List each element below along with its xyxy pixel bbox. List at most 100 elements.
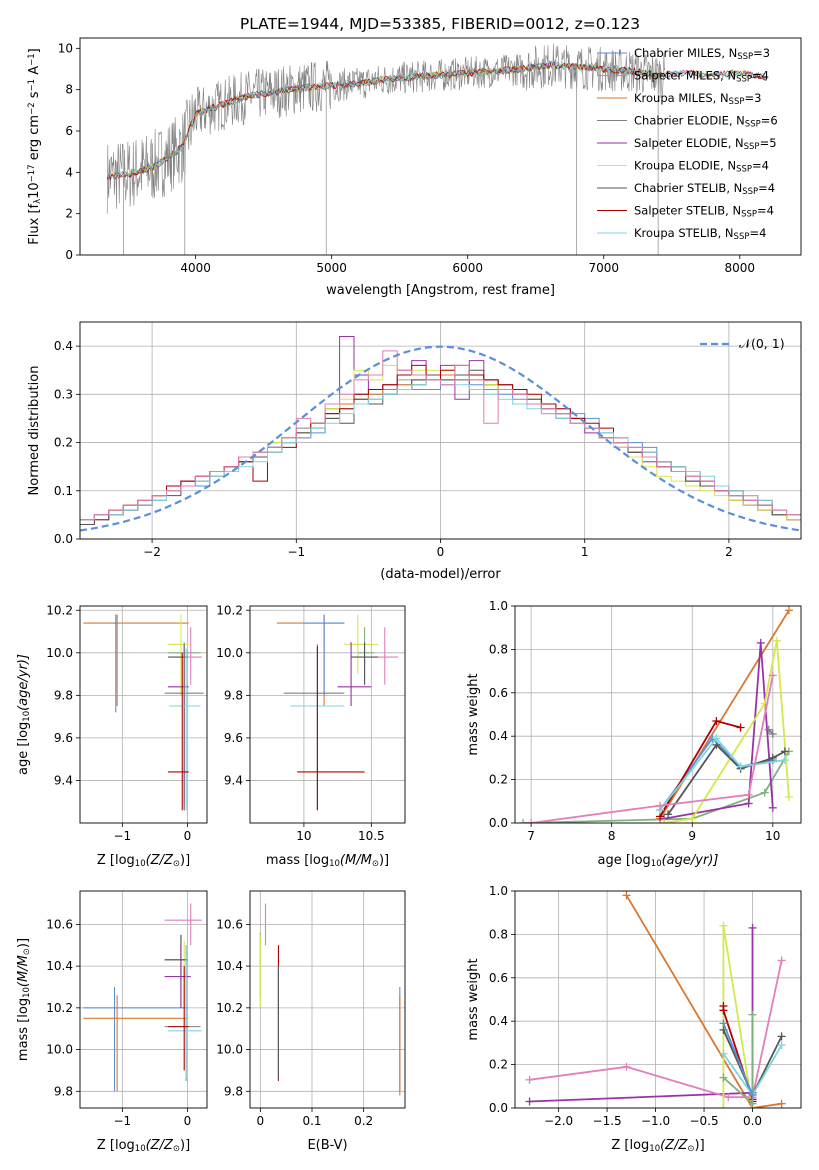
y-tick-label: 0.4	[54, 339, 73, 353]
y-tick-label: 0.4	[489, 729, 508, 743]
x-axis-label-part: Z [log	[97, 1138, 135, 1153]
histogram-series	[80, 350, 801, 521]
x-tick-label: 0.0	[743, 1114, 762, 1128]
y-axis-label: mass [log10(M/M⊙)]	[16, 938, 32, 1061]
y-tick-label: 0.3	[54, 387, 73, 401]
legend-label-part: =3	[753, 46, 770, 60]
y-axis-label-part: −1	[27, 53, 37, 66]
weight-series	[625, 894, 782, 1108]
legend-label-part: =4	[752, 159, 769, 173]
legend-label-part: Chabrier ELODIE, N	[634, 114, 745, 128]
x-tick-label: 10.5	[358, 829, 385, 843]
legend-label-part: =4	[757, 204, 774, 218]
y-axis-label-part: −1	[27, 79, 37, 92]
y-axis-label: age [log10(age/yr)]	[16, 654, 32, 775]
y-axis-label-part: )]	[16, 938, 31, 948]
weight-series	[523, 750, 790, 823]
error-bars	[83, 903, 202, 1092]
legend-label-part: =4	[752, 69, 769, 83]
x-axis-label-part: 10	[135, 1144, 146, 1154]
x-axis-label-part: 10	[651, 859, 662, 869]
x-tick-label: 7	[527, 829, 535, 843]
residuals-panel: −2 −1 0 1 2 0.0 0.1 0.2 0.3 0.4 𝒩(0, 1) (data-model…	[27, 321, 802, 582]
y-tick-label: 1.0	[489, 599, 508, 613]
x-tick-label: 2	[725, 545, 733, 559]
y-axis-label-part: ⊙	[22, 948, 32, 955]
y-axis-label-part: age [log	[16, 722, 31, 775]
x-axis-label-part: 10	[329, 859, 340, 869]
axes-frame	[249, 605, 406, 824]
y-tick-label: 0.2	[489, 773, 508, 787]
y-tick-label: 6	[65, 124, 73, 138]
x-tick-label: −1.5	[593, 1114, 622, 1128]
legend-label: Chabrier STELIB, NSSP=4	[634, 181, 775, 197]
weight-lines	[525, 891, 786, 1108]
legend-label-part: =4	[749, 226, 766, 240]
x-tick-label: 10	[296, 829, 311, 843]
x-tick-label: 0.1	[302, 1114, 321, 1128]
x-axis-label: Z [log10(Z/Z⊙)]	[97, 1138, 190, 1154]
y-tick-label: 9.4	[54, 773, 73, 787]
weight-series	[659, 736, 786, 811]
axes-frame	[79, 321, 802, 540]
x-tick-label: 5000	[316, 261, 347, 275]
x-tick-label: 7000	[588, 261, 619, 275]
axes-frame	[79, 37, 802, 256]
x-axis-label-part: (Z/Z	[660, 1138, 688, 1153]
x-axis-label: (data-model)/error	[380, 567, 501, 582]
legend-label-part: SSP	[737, 52, 753, 62]
legend-label-part: SSP	[729, 97, 745, 107]
y-tick-label: 9.8	[224, 1084, 243, 1098]
legend-label-part: Chabrier STELIB, N	[634, 181, 742, 195]
x-tick-label: −2	[143, 545, 161, 559]
y-tick-label: 10.4	[216, 959, 243, 973]
weight-lines	[519, 606, 793, 823]
y-tick-label: 9.6	[54, 731, 73, 745]
y-tick-label: 0.2	[489, 1058, 508, 1072]
y-tick-label: 0	[65, 248, 73, 262]
model-spectrum	[106, 61, 767, 179]
legend-label: Salpeter MILES, NSSP=4	[634, 69, 769, 85]
x-axis-label: wavelength [Angstrom, rest frame]	[326, 283, 555, 298]
y-tick-label: 10	[58, 41, 73, 55]
y-tick-label: 0.0	[54, 532, 73, 546]
x-axis-label-part: )]	[180, 853, 190, 868]
y-tick-label: 10.6	[46, 917, 73, 931]
legend-label-part: SSP	[736, 75, 752, 85]
weight-series	[663, 642, 774, 820]
model-spectrum	[106, 61, 767, 180]
legend-label-part: Salpeter ELODIE, N	[634, 136, 744, 150]
legend-label-part: Kroupa STELIB, N	[634, 226, 734, 240]
x-tick-label: 8000	[725, 261, 756, 275]
legend-label-part: =3	[744, 91, 761, 105]
observed-spectrum	[106, 43, 666, 214]
legend-label-part: Salpeter STELIB, N	[634, 204, 741, 218]
x-tick-label: −1	[287, 545, 305, 559]
mass_weight_vs_Z-panel: −2.0 −1.5 −1.0 −0.5 0.0 0.0 0.2 0.4 0.6 0.8 1.0 Z […	[466, 884, 802, 1154]
x-tick-label: −0.5	[689, 1114, 718, 1128]
legend-label: 𝒩(0, 1)	[739, 336, 785, 351]
x-tick-label: −2.0	[544, 1114, 573, 1128]
x-axis-label: E(B-V)	[307, 1138, 347, 1153]
x-axis-label-part: ⊙	[687, 1144, 694, 1154]
legend-label-part: Kroupa MILES, N	[634, 91, 729, 105]
x-tick-label: 1	[581, 545, 589, 559]
error-bars	[83, 614, 204, 811]
normal-curve	[80, 345, 801, 532]
x-axis-label-part: ⊙	[173, 859, 180, 869]
y-axis-label: mass weight	[466, 673, 481, 755]
y-axis-label-part: ]	[27, 48, 42, 53]
y-tick-label: 10.4	[46, 959, 73, 973]
y-axis-label-part: Flux [f	[27, 203, 42, 244]
x-tick-label: 8	[608, 829, 616, 843]
y-tick-label: 0.0	[489, 1101, 508, 1115]
x-axis-label-part: )]	[180, 1138, 190, 1153]
histograms	[80, 336, 801, 532]
y-tick-label: 0.6	[489, 686, 508, 700]
axes-frame	[79, 890, 208, 1109]
x-axis-label-part: E(B-V)	[307, 1138, 347, 1153]
mass_vs_ebv-panel: 0 0.1 0.2 9.8 10.0 10.2 10.4 10.6 E(B-V)	[216, 890, 406, 1153]
error-bars	[276, 614, 399, 811]
x-axis-label-part: mass [log	[266, 853, 329, 868]
